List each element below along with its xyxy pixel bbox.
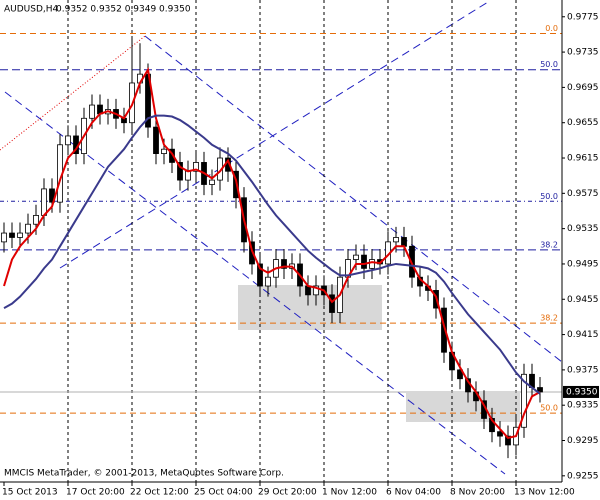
y-tick-label: 0.9615 xyxy=(567,154,599,164)
y-tick-label: 0.9495 xyxy=(567,259,599,269)
candle-body xyxy=(441,307,447,353)
candle-body xyxy=(153,126,159,155)
last-price-box xyxy=(563,385,599,398)
trend-line xyxy=(0,35,146,151)
candle-body xyxy=(353,254,359,260)
moving-average xyxy=(3,114,541,395)
candle-body xyxy=(41,188,47,216)
y-tick-label: 0.9775 xyxy=(567,12,599,22)
candle-body xyxy=(193,162,199,172)
candle-body xyxy=(497,431,503,437)
trend-line xyxy=(4,91,506,475)
candle-body xyxy=(369,259,375,269)
plot-underlay xyxy=(0,0,563,482)
y-tick-label: 0.9575 xyxy=(567,189,599,199)
y-tick-label: 0.9335 xyxy=(567,401,599,411)
candle-body xyxy=(161,148,167,155)
candle-body xyxy=(185,170,191,181)
x-tick-label: 15 Oct 2013 xyxy=(2,488,58,498)
candle-body xyxy=(457,369,463,380)
level-label: 0.0 xyxy=(545,24,558,33)
candle-body xyxy=(65,135,71,146)
candle-body xyxy=(361,254,367,269)
y-tick-label: 0.9295 xyxy=(567,436,599,446)
footer: MMCIS MetaTrader, © 2001-2013, MetaQuote… xyxy=(4,469,284,479)
level-label: 38.2 xyxy=(540,314,558,323)
x-tick-label: 8 Nov 20:00 xyxy=(450,488,505,498)
x-tick-label: 13 Nov 12:00 xyxy=(514,488,575,498)
candle-body xyxy=(257,263,263,287)
candle-body xyxy=(265,276,271,287)
x-tick-label: 17 Oct 20:00 xyxy=(66,488,125,498)
candle-body xyxy=(521,373,527,428)
x-tick-label: 29 Oct 20:00 xyxy=(258,488,317,498)
last-price-label: 0.9350 xyxy=(566,387,598,397)
y-tick-label: 0.9455 xyxy=(567,295,599,305)
candle-body xyxy=(401,237,407,247)
candle-body xyxy=(505,435,511,446)
chart-title: AUDUSD,H4 xyxy=(4,5,59,15)
candle-body xyxy=(25,223,31,234)
y-tick-label: 0.9255 xyxy=(567,471,599,481)
candle-body xyxy=(313,285,319,296)
candle-body xyxy=(537,387,543,393)
candle-body xyxy=(209,179,215,185)
candle-body xyxy=(17,232,23,238)
candle-body xyxy=(1,232,7,243)
level-label: 38.2 xyxy=(540,240,558,249)
x-tick-label: 6 Nov 04:00 xyxy=(386,488,441,498)
level-label: 50.0 xyxy=(540,192,558,201)
candle-body xyxy=(177,162,183,181)
y-tick-label: 0.9535 xyxy=(567,224,599,234)
level-label: 50.0 xyxy=(540,404,558,413)
candle-body xyxy=(33,214,39,225)
y-tick-label: 0.9735 xyxy=(567,48,599,58)
trend-line xyxy=(59,1,489,269)
x-tick-label: 25 Oct 04:00 xyxy=(194,488,253,498)
highlight-box xyxy=(406,393,520,422)
moving-average xyxy=(3,66,541,439)
candle-body xyxy=(89,104,95,119)
candle-body xyxy=(9,232,15,238)
title-quote: 0.9352 0.9352 0.9349 0.9350 xyxy=(56,5,191,15)
candle-body xyxy=(281,259,287,269)
y-tick-label: 0.9655 xyxy=(567,118,599,128)
candle-body xyxy=(393,237,399,243)
x-tick-label: 1 Nov 12:00 xyxy=(322,488,377,498)
y-tick-label: 0.9695 xyxy=(567,83,599,93)
y-tick-label: 0.9375 xyxy=(567,365,599,375)
trend-line xyxy=(144,35,563,363)
y-tick-label: 0.9415 xyxy=(567,330,599,340)
level-label: 50.0 xyxy=(540,60,558,69)
candle-body xyxy=(329,294,335,313)
x-tick-label: 22 Oct 12:00 xyxy=(130,488,189,498)
